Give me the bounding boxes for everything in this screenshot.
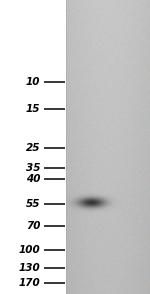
Text: 25: 25 <box>26 143 40 153</box>
Text: 10: 10 <box>26 77 40 87</box>
Text: 130: 130 <box>19 263 40 273</box>
Text: 170: 170 <box>19 278 40 288</box>
Text: 100: 100 <box>19 245 40 255</box>
Text: 40: 40 <box>26 174 40 184</box>
Text: 55: 55 <box>26 199 40 209</box>
Text: 15: 15 <box>26 104 40 114</box>
Text: 70: 70 <box>26 221 40 231</box>
Text: 35: 35 <box>26 163 40 173</box>
